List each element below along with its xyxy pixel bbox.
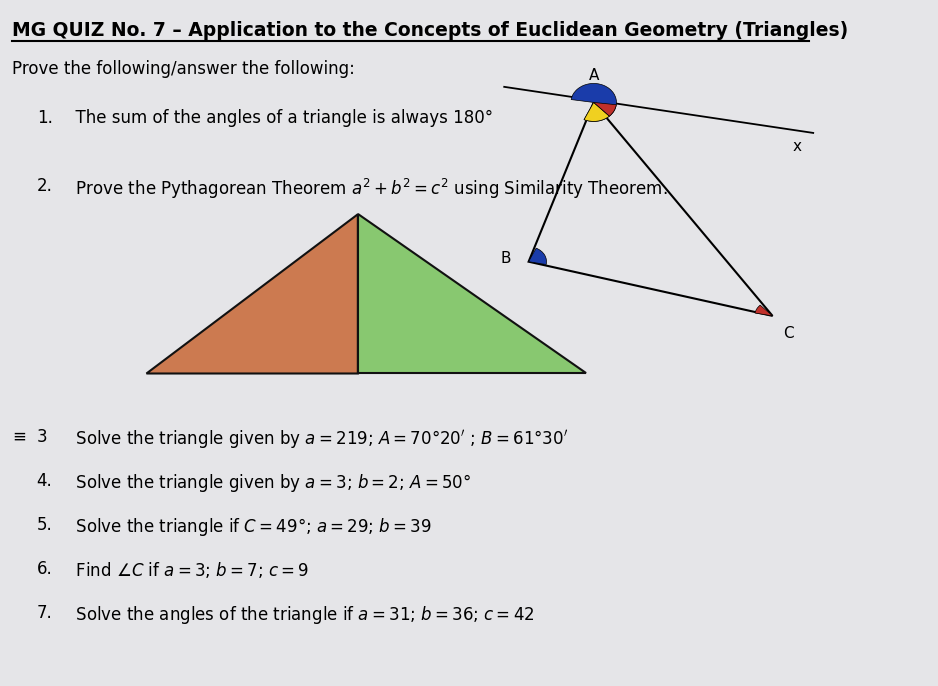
Text: 3: 3	[37, 427, 47, 446]
Wedge shape	[571, 84, 616, 121]
Text: Solve the triangle given by $a = 3$; $b = 2$; $A = 50°$: Solve the triangle given by $a = 3$; $b …	[65, 472, 471, 494]
Text: 1.: 1.	[37, 109, 53, 127]
Text: 4.: 4.	[37, 472, 53, 490]
Text: Solve the angles of the triangle if $a = 31$; $b = 36$; $c = 42$: Solve the angles of the triangle if $a =…	[65, 604, 535, 626]
Text: Solve the triangle given by $a = 219$; $A = 70°20'$ ; $B = 61°30'$: Solve the triangle given by $a = 219$; $…	[65, 427, 568, 451]
Text: Prove the following/answer the following:: Prove the following/answer the following…	[12, 60, 356, 78]
Text: The sum of the angles of a triangle is always 180°: The sum of the angles of a triangle is a…	[65, 109, 493, 127]
Polygon shape	[358, 214, 585, 373]
Wedge shape	[529, 248, 547, 265]
Wedge shape	[755, 305, 773, 316]
Text: B: B	[500, 251, 510, 265]
Text: 5.: 5.	[37, 516, 53, 534]
Wedge shape	[594, 102, 616, 116]
Text: MG QUIZ No. 7 – Application to the Concepts of Euclidean Geometry (Triangles): MG QUIZ No. 7 – Application to the Conce…	[12, 21, 849, 40]
Text: C: C	[783, 326, 794, 341]
Polygon shape	[146, 214, 358, 373]
Text: 2.: 2.	[37, 177, 53, 195]
Text: A: A	[588, 69, 598, 84]
Text: ≡: ≡	[12, 427, 26, 446]
Text: 7.: 7.	[37, 604, 53, 622]
Wedge shape	[584, 102, 610, 121]
Text: x: x	[793, 139, 802, 154]
Text: Find $\angle C$ if $a = 3$; $b = 7$; $c = 9$: Find $\angle C$ if $a = 3$; $b = 7$; $c …	[65, 560, 310, 580]
Text: Solve the triangle if $C = 49°$; $a = 29$; $b = 39$: Solve the triangle if $C = 49°$; $a = 29…	[65, 516, 431, 538]
Text: Prove the Pythagorean Theorem $a^2 + b^2 = c^2$ using Similarity Theorem.: Prove the Pythagorean Theorem $a^2 + b^2…	[65, 177, 668, 201]
Text: 6.: 6.	[37, 560, 53, 578]
